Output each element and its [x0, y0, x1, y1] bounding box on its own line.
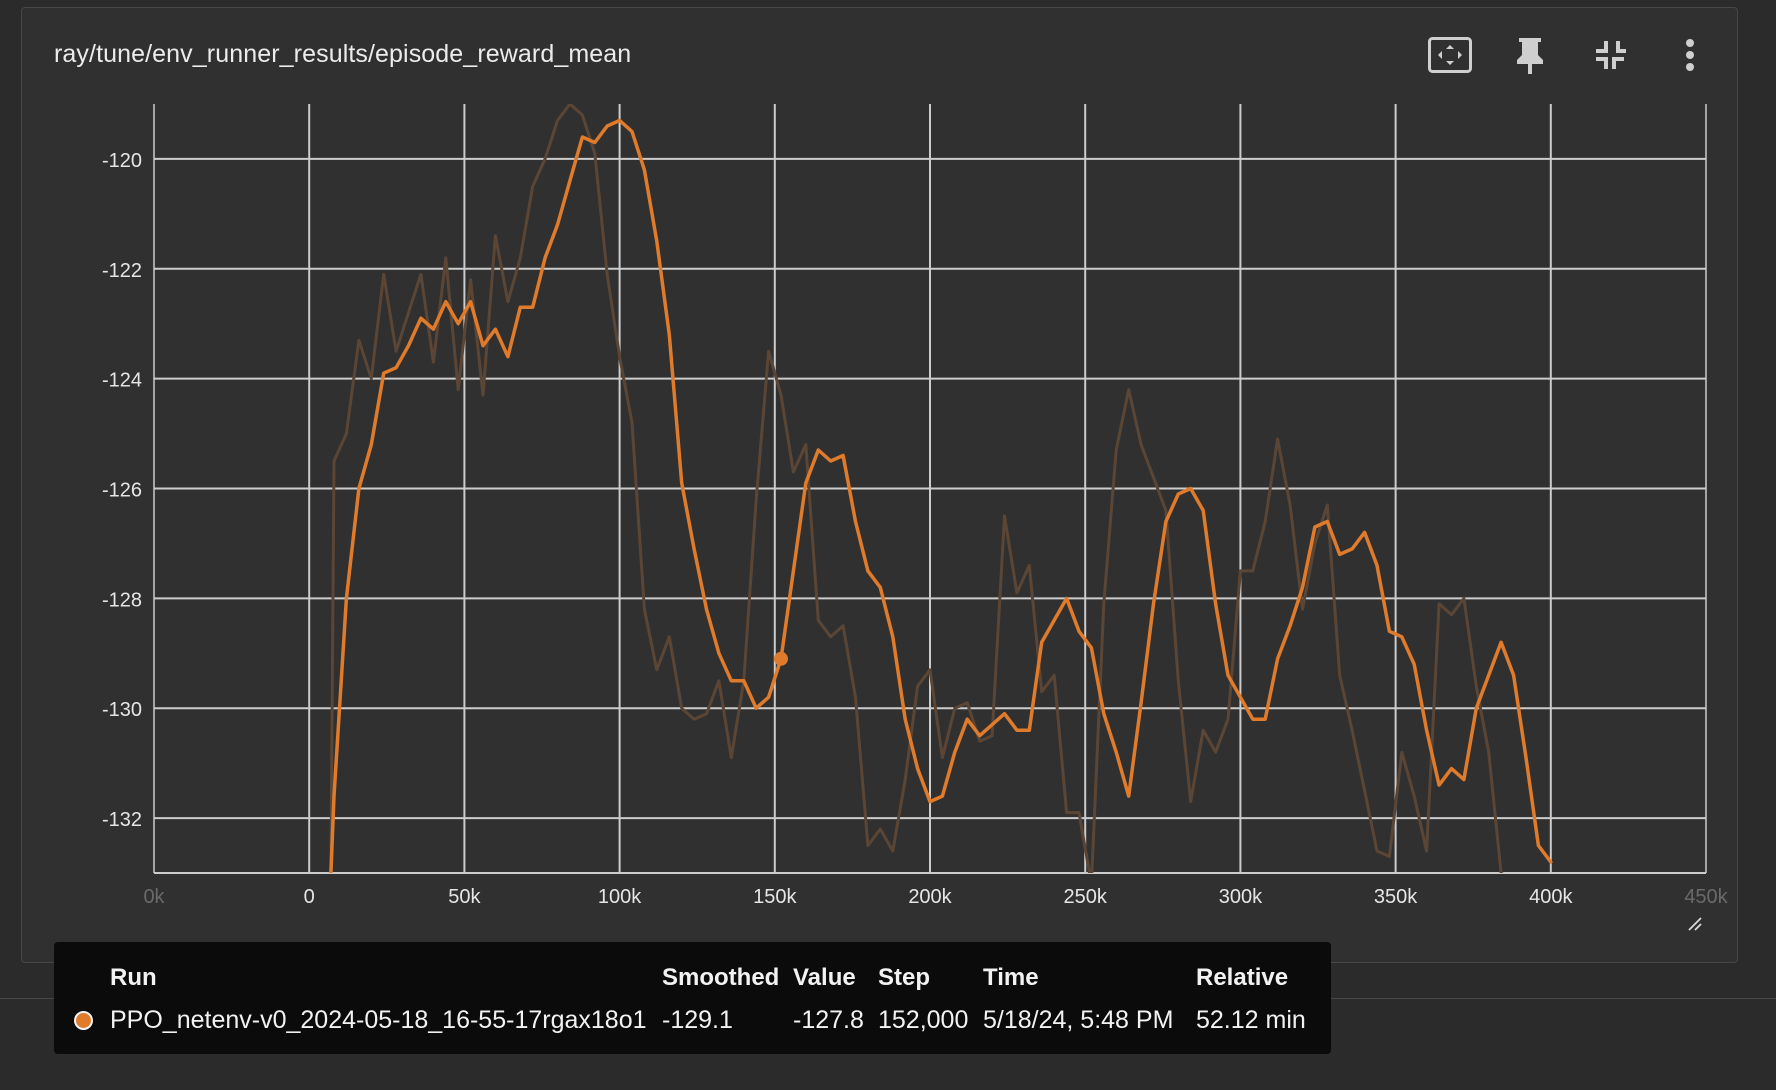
more-options-button[interactable] [1667, 32, 1713, 78]
smoothed-series-line [329, 118, 1553, 873]
x-tick-label: 400k [1529, 886, 1573, 908]
chart-title: ray/tune/env_runner_results/episode_rewa… [54, 40, 632, 68]
tooltip-header-smoothed: Smoothed [662, 964, 780, 991]
x-tick-label: 0k [143, 886, 165, 908]
x-tick-label: 200k [908, 886, 952, 908]
chart-series [329, 104, 1553, 873]
hover-point [774, 651, 789, 666]
y-tick-label: -120 [102, 150, 142, 172]
x-tick-label: 150k [753, 886, 797, 908]
run-color-dot [74, 1011, 93, 1030]
collapse-icon [1596, 41, 1626, 69]
y-tick-label: -128 [102, 589, 142, 611]
x-axis-ticks: 0k 0 50k 100k 150k 200k 250k 300k 350k 400k 450k [143, 886, 1728, 908]
tooltip-run-name: PPO_netenv-v0_2024-05-18_16-55-17rgax18o… [110, 1006, 647, 1034]
tooltip-value: -127.8 [793, 1006, 864, 1034]
y-tick-label: -126 [102, 480, 142, 502]
tooltip-header-time: Time [983, 964, 1039, 991]
chart-grid [153, 104, 1707, 874]
pin-button[interactable] [1507, 32, 1553, 78]
tooltip-header-run: Run [110, 964, 157, 991]
tooltip-step: 152,000 [878, 1006, 969, 1034]
tooltip-relative: 52.12 min [1196, 1006, 1306, 1034]
resize-handle-icon[interactable] [1688, 917, 1702, 931]
hover-marker [774, 651, 789, 666]
x-tick-label: 300k [1219, 886, 1263, 908]
x-tick-label: 100k [598, 886, 642, 908]
tooltip-header-step: Step [878, 964, 931, 991]
y-tick-label: -122 [102, 260, 142, 282]
x-tick-label: 50k [448, 886, 481, 908]
collapse-button[interactable] [1587, 32, 1633, 78]
chart-card [21, 7, 1738, 963]
tooltip-header-value: Value [793, 964, 856, 991]
raw-series-line [329, 104, 1504, 873]
fit-domain-button[interactable] [1427, 32, 1473, 78]
y-axis-ticks: -120 -122 -124 -126 -128 -130 -132 [102, 150, 142, 831]
tooltip-time: 5/18/24, 5:48 PM [983, 1006, 1174, 1034]
pin-icon [1517, 38, 1543, 74]
fit-domain-icon [1428, 37, 1472, 73]
data-tooltip: Run Smoothed Value Step Time Relative PP… [54, 942, 1331, 1054]
more-vert-icon [1686, 39, 1694, 71]
tooltip-header-relative: Relative [1196, 964, 1289, 991]
x-tick-label: 0 [304, 886, 315, 908]
y-tick-label: -132 [102, 809, 142, 831]
x-tick-label: 450k [1684, 886, 1728, 908]
y-tick-label: -130 [102, 699, 142, 721]
x-tick-label: 350k [1374, 886, 1418, 908]
y-tick-label: -124 [102, 370, 142, 392]
tooltip-smoothed-value: -129.1 [662, 1006, 733, 1034]
x-tick-label: 250k [1064, 886, 1108, 908]
